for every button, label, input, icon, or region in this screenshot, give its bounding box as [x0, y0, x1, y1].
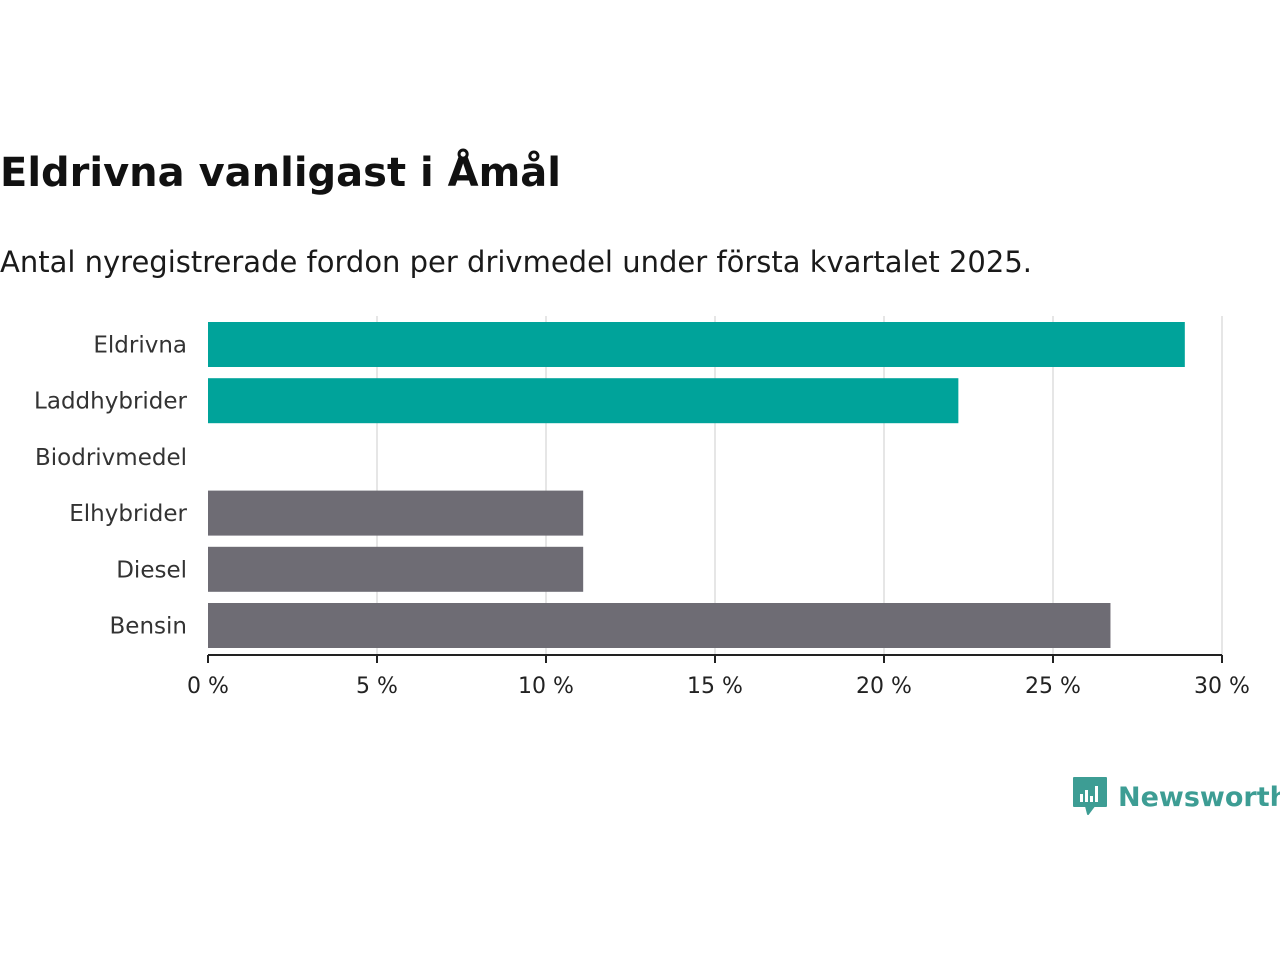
x-tick-label: 15 %: [687, 674, 743, 699]
x-tick-label: 5 %: [356, 674, 398, 699]
bar-elhybrider: [208, 490, 584, 536]
category-label: Laddhybrider: [34, 389, 187, 415]
newsworthy-logo-icon: [1073, 777, 1107, 815]
bar-diesel: [208, 546, 584, 592]
brand-name: Newsworthy: [1118, 781, 1280, 813]
category-label: Bensin: [110, 614, 187, 640]
x-tick-label: 30 %: [1194, 674, 1250, 699]
chart-subtitle: Antal nyregistrerade fordon per drivmede…: [0, 245, 1033, 279]
category-label: Elhybrider: [69, 501, 187, 527]
newsworthy-logo: Newsworthy: [1072, 776, 1280, 818]
bar-eldrivna: [208, 322, 1185, 367]
category-label: Biodrivmedel: [35, 445, 187, 471]
grid-lines: [376, 316, 1223, 655]
chart-title: Eldrivna vanligast i Åmål: [0, 150, 561, 196]
x-tick-label: 25 %: [1025, 674, 1081, 699]
x-tick-label: 20 %: [856, 674, 912, 699]
x-tick-label: 10 %: [518, 674, 574, 699]
bars: [208, 322, 1185, 648]
category-labels: Eldrivna Laddhybrider Biodrivmedel Elhybrid…: [34, 333, 187, 640]
x-axis: 0 % 5 % 10 % 15 % 20 % 25 % 30 %: [187, 654, 1250, 699]
x-tick-label: 0 %: [187, 674, 229, 699]
bar-chart: Eldrivna Laddhybrider Biodrivmedel Elhybrid…: [34, 316, 1250, 699]
category-label: Diesel: [116, 557, 187, 583]
bar-bensin: [208, 603, 1111, 648]
bar-laddhybrider: [208, 378, 959, 424]
category-label: Eldrivna: [93, 333, 187, 359]
